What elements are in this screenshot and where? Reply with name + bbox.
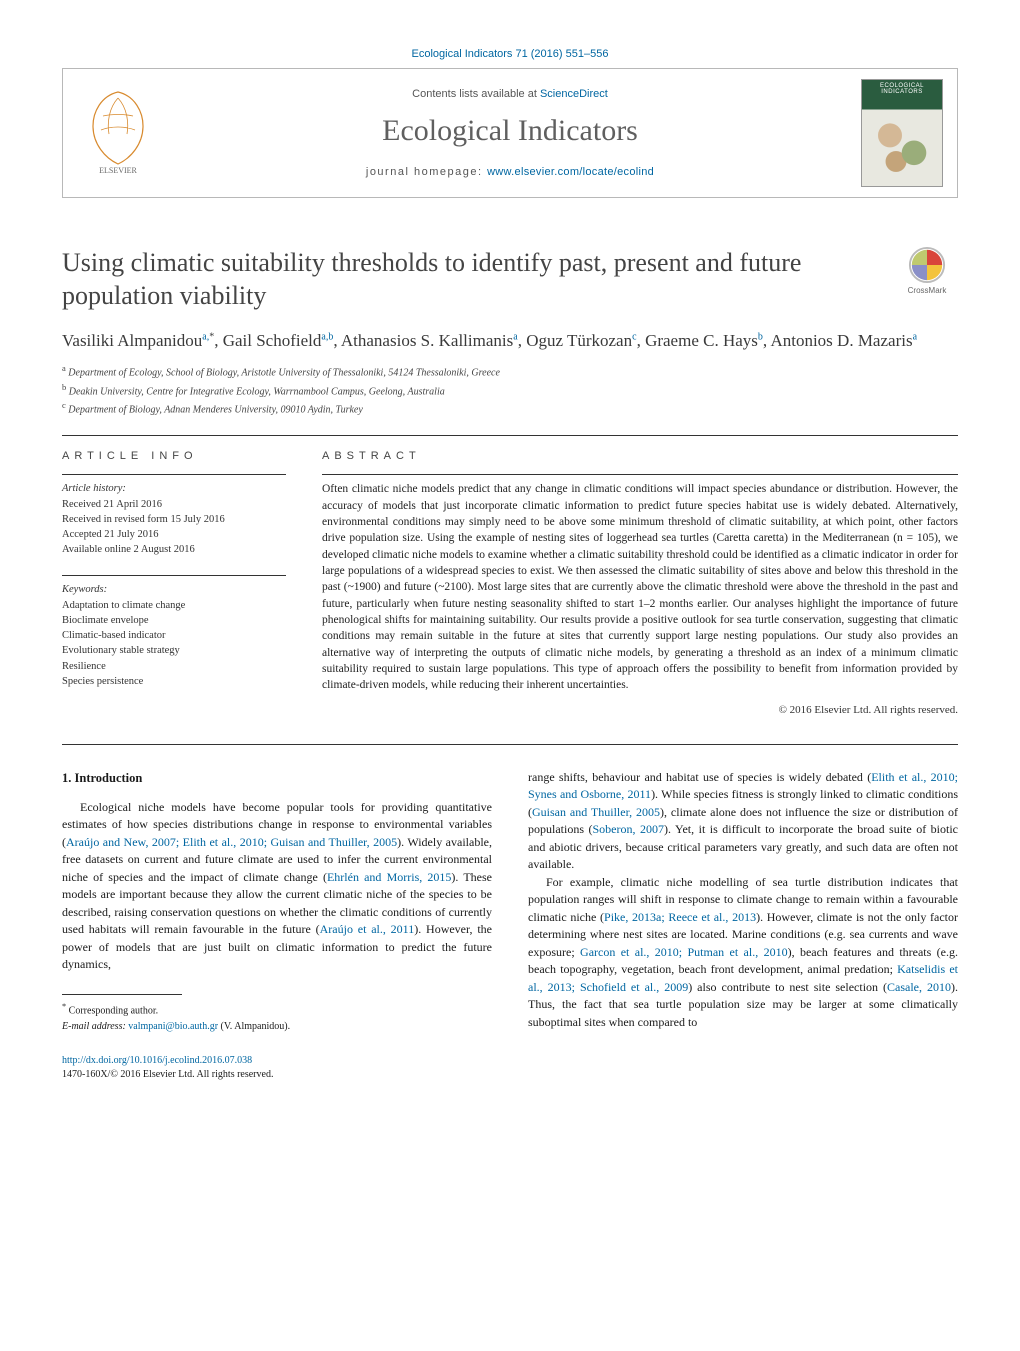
body-text: range shifts, behaviour and habitat use … bbox=[528, 770, 871, 784]
journal-reference: Ecological Indicators 71 (2016) 551–556 bbox=[62, 48, 958, 60]
journal-homepage-line: journal homepage: www.elsevier.com/locat… bbox=[366, 166, 654, 178]
contents-available-line: Contents lists available at ScienceDirec… bbox=[412, 88, 608, 100]
affiliation-line: b Deakin University, Centre for Integrat… bbox=[62, 381, 958, 399]
divider bbox=[322, 474, 958, 475]
citation-link[interactable]: Garcon et al., 2010; Putman et al., 2010 bbox=[580, 945, 788, 959]
body-column-left: 1. Introduction Ecological niche models … bbox=[62, 769, 492, 1037]
homepage-prefix: journal homepage: bbox=[366, 166, 487, 178]
article-title: Using climatic suitability thresholds to… bbox=[62, 246, 880, 313]
citation-link[interactable]: Pike, 2013a; Reece et al., 2013 bbox=[604, 910, 756, 924]
article-info-label: article info bbox=[62, 450, 286, 462]
publisher-logo-container: ELSEVIER bbox=[63, 69, 173, 197]
citation-link[interactable]: Araújo et al., 2011 bbox=[320, 922, 415, 936]
article-history: Article history: Received 21 April 2016R… bbox=[62, 481, 286, 557]
citation-link[interactable]: Casale, 2010 bbox=[887, 980, 951, 994]
contents-prefix: Contents lists available at bbox=[412, 88, 540, 100]
issn-copyright-line: 1470-160X/© 2016 Elsevier Ltd. All right… bbox=[62, 1069, 273, 1080]
citation-link[interactable]: Guisan and Thuiller, 2005 bbox=[532, 805, 660, 819]
crossmark-label: CrossMark bbox=[908, 286, 947, 295]
body-column-right: range shifts, behaviour and habitat use … bbox=[528, 769, 958, 1037]
crossmark-badge[interactable]: CrossMark bbox=[896, 246, 958, 295]
journal-header: ELSEVIER Contents lists available at Sci… bbox=[62, 68, 958, 198]
divider bbox=[62, 744, 958, 745]
journal-cover-thumbnail: ECOLOGICAL INDICATORS bbox=[861, 79, 943, 187]
keyword-item: Species persistence bbox=[62, 674, 286, 689]
keyword-item: Bioclimate envelope bbox=[62, 613, 286, 628]
history-heading: Article history: bbox=[62, 481, 286, 496]
authors-list: Vasiliki Almpanidoua,*, Gail Schofielda,… bbox=[62, 329, 958, 353]
corresponding-author-label: Corresponding author. bbox=[69, 1005, 158, 1016]
sciencedirect-link[interactable]: ScienceDirect bbox=[540, 88, 608, 100]
cover-label: ECOLOGICAL INDICATORS bbox=[862, 83, 942, 95]
email-attribution: (V. Almpanidou). bbox=[221, 1021, 291, 1032]
history-line: Received in revised form 15 July 2016 bbox=[62, 512, 286, 527]
body-text: ) also contribute to nest site selection… bbox=[688, 980, 887, 994]
keywords-block: Keywords: Adaptation to climate changeBi… bbox=[62, 582, 286, 689]
crossmark-icon bbox=[908, 246, 946, 284]
abstract-label: abstract bbox=[322, 450, 958, 462]
journal-title: Ecological Indicators bbox=[382, 114, 638, 148]
copyright-line: © 2016 Elsevier Ltd. All rights reserved… bbox=[322, 704, 958, 716]
doi-link[interactable]: http://dx.doi.org/10.1016/j.ecolind.2016… bbox=[62, 1055, 252, 1066]
citation-link[interactable]: Soberon, 2007 bbox=[592, 822, 663, 836]
corr-star: * bbox=[62, 1002, 66, 1011]
keyword-item: Climatic-based indicator bbox=[62, 628, 286, 643]
history-line: Available online 2 August 2016 bbox=[62, 542, 286, 557]
journal-homepage-link[interactable]: www.elsevier.com/locate/ecolind bbox=[487, 166, 654, 178]
history-line: Received 21 April 2016 bbox=[62, 497, 286, 512]
divider bbox=[62, 474, 286, 475]
elsevier-logo-icon: ELSEVIER bbox=[79, 86, 157, 180]
body-paragraph: For example, climatic niche modelling of… bbox=[528, 874, 958, 1032]
keyword-item: Adaptation to climate change bbox=[62, 598, 286, 613]
body-columns: 1. Introduction Ecological niche models … bbox=[62, 769, 958, 1037]
doi-block: http://dx.doi.org/10.1016/j.ecolind.2016… bbox=[62, 1054, 958, 1082]
footnote-separator bbox=[62, 994, 182, 995]
corresponding-email-link[interactable]: valmpani@bio.auth.gr bbox=[128, 1021, 218, 1032]
body-paragraph: Ecological niche models have become popu… bbox=[62, 799, 492, 974]
keyword-item: Evolutionary stable strategy bbox=[62, 643, 286, 658]
divider bbox=[62, 435, 958, 436]
footnotes: * Corresponding author. E-mail address: … bbox=[62, 1001, 492, 1034]
affiliations-block: a Department of Ecology, School of Biolo… bbox=[62, 362, 958, 417]
citation-link[interactable]: Araújo and New, 2007; Elith et al., 2010… bbox=[66, 835, 397, 849]
section-heading: 1. Introduction bbox=[62, 769, 492, 787]
citation-link[interactable]: Ehrlén and Morris, 2015 bbox=[327, 870, 451, 884]
body-paragraph: range shifts, behaviour and habitat use … bbox=[528, 769, 958, 874]
keyword-item: Resilience bbox=[62, 659, 286, 674]
affiliation-line: a Department of Ecology, School of Biolo… bbox=[62, 362, 958, 380]
email-label: E-mail address: bbox=[62, 1021, 126, 1032]
abstract-text: Often climatic niche models predict that… bbox=[322, 481, 958, 693]
divider bbox=[62, 575, 286, 576]
svg-text:ELSEVIER: ELSEVIER bbox=[99, 166, 137, 175]
keywords-heading: Keywords: bbox=[62, 582, 286, 597]
affiliation-line: c Department of Biology, Adnan Menderes … bbox=[62, 399, 958, 417]
history-line: Accepted 21 July 2016 bbox=[62, 527, 286, 542]
